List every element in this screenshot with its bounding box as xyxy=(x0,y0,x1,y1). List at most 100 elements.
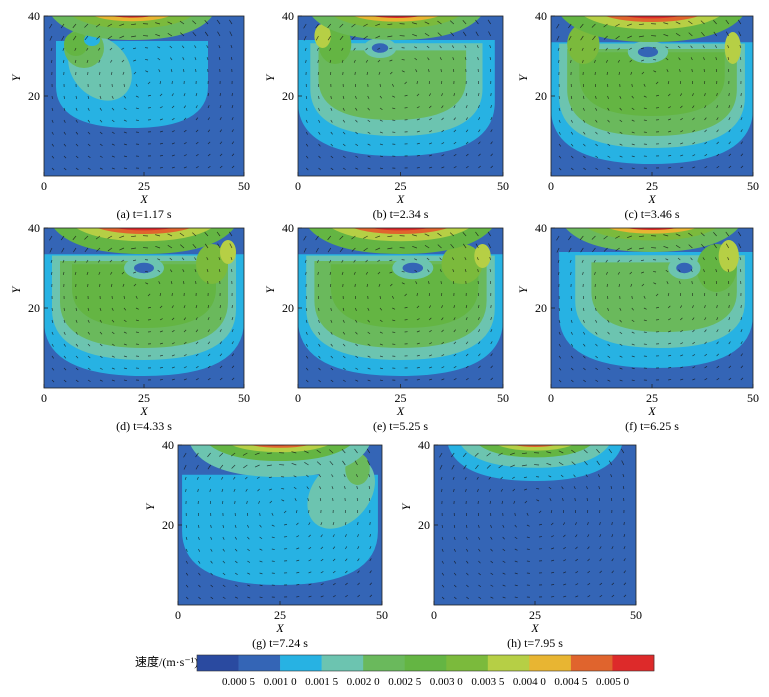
y-tick-label: 20 xyxy=(418,518,430,532)
x-tick-label: 0 xyxy=(175,608,181,622)
x-axis-label: X xyxy=(396,404,405,418)
contour-region xyxy=(64,32,88,56)
x-tick-label: 50 xyxy=(238,179,250,193)
contour-region xyxy=(134,263,154,273)
y-axis-label: Y xyxy=(516,285,530,293)
contour-region xyxy=(495,425,576,447)
contour-region xyxy=(235,423,317,445)
legend-swatch xyxy=(612,655,654,671)
contour-field xyxy=(551,0,753,176)
legend-tick-label: 0.004 5 xyxy=(554,676,588,688)
y-axis-label: Y xyxy=(143,502,157,510)
x-tick-label: 0 xyxy=(295,391,301,405)
panel-caption: (e) t=5.25 s xyxy=(373,419,428,433)
y-tick-label: 20 xyxy=(162,518,174,532)
legend-tick-label: 0.003 0 xyxy=(430,676,464,688)
y-axis-label: Y xyxy=(399,502,413,510)
y-tick-label: 20 xyxy=(535,89,547,103)
y-tick-label: 20 xyxy=(28,89,40,103)
panel-caption: (h) t=7.95 s xyxy=(507,636,563,650)
x-tick-label: 50 xyxy=(497,391,509,405)
y-tick-label: 40 xyxy=(282,221,294,235)
y-tick-label: 40 xyxy=(282,9,294,23)
y-tick-label: 20 xyxy=(535,301,547,315)
panel-a: 0 25 50 20 40 X Y (a) t=1.17 s xyxy=(9,0,250,221)
contour-region xyxy=(88,0,176,18)
x-tick-label: 50 xyxy=(630,608,642,622)
x-tick-label: 25 xyxy=(646,179,658,193)
contour-field xyxy=(178,412,389,605)
legend-swatch xyxy=(405,655,447,671)
contour-field xyxy=(44,0,244,176)
panel-caption: (b) t=2.34 s xyxy=(373,207,429,221)
y-tick-label: 40 xyxy=(418,438,430,452)
legend-tick-label: 0.000 5 xyxy=(222,676,256,688)
legend-swatch xyxy=(197,655,239,671)
legend-swatch xyxy=(488,655,530,671)
x-tick-label: 25 xyxy=(138,179,150,193)
contour-field xyxy=(44,192,244,388)
y-tick-label: 20 xyxy=(28,301,40,315)
x-tick-label: 0 xyxy=(41,391,47,405)
contour-field xyxy=(298,0,503,176)
y-tick-label: 40 xyxy=(535,9,547,23)
y-tick-label: 20 xyxy=(282,89,294,103)
legend-swatch xyxy=(239,655,281,671)
y-tick-label: 20 xyxy=(282,301,294,315)
panel-caption: (a) t=1.17 s xyxy=(116,207,171,221)
x-axis-label: X xyxy=(647,404,656,418)
panel-caption: (f) t=6.25 s xyxy=(625,419,679,433)
y-tick-label: 40 xyxy=(535,221,547,235)
y-tick-label: 40 xyxy=(28,221,40,235)
contour-region xyxy=(220,240,236,264)
contour-field xyxy=(551,194,753,388)
legend-tick-label: 0.002 5 xyxy=(388,676,422,688)
legend-swatch xyxy=(363,655,405,671)
x-tick-label: 50 xyxy=(238,391,250,405)
x-tick-label: 50 xyxy=(376,608,388,622)
contour-region xyxy=(676,263,692,273)
contour-region xyxy=(403,263,424,273)
panel-caption: (c) t=3.46 s xyxy=(624,207,679,221)
legend-swatch xyxy=(571,655,613,671)
x-tick-label: 0 xyxy=(431,608,437,622)
legend-label: 速度/(m·s⁻¹) xyxy=(135,654,198,669)
x-tick-label: 0 xyxy=(548,179,554,193)
y-axis-label: Y xyxy=(263,73,277,81)
y-tick-label: 40 xyxy=(28,9,40,23)
legend-swatch xyxy=(529,655,571,671)
y-axis-label: Y xyxy=(516,73,530,81)
contour-region xyxy=(343,0,450,18)
panel-f: 0 25 50 20 40 X Y (f) t=6.25 s xyxy=(516,194,759,433)
legend-tick-label: 0.005 0 xyxy=(596,676,630,688)
y-tick-label: 40 xyxy=(162,438,174,452)
panel-b: 0 25 50 20 40 X Y (b) t=2.34 s xyxy=(263,0,509,221)
legend-swatch xyxy=(280,655,322,671)
x-axis-label: X xyxy=(396,192,405,206)
x-tick-label: 0 xyxy=(41,179,47,193)
contour-region xyxy=(474,244,490,268)
legend-tick-label: 0.001 5 xyxy=(305,676,339,688)
x-tick-label: 25 xyxy=(138,391,150,405)
contour-region xyxy=(638,47,658,57)
x-tick-label: 25 xyxy=(395,391,407,405)
x-tick-label: 25 xyxy=(395,179,407,193)
x-tick-label: 25 xyxy=(646,391,658,405)
x-tick-label: 25 xyxy=(529,608,541,622)
legend-tick-label: 0.004 0 xyxy=(513,676,547,688)
x-axis-label: X xyxy=(139,192,148,206)
x-tick-label: 50 xyxy=(497,179,509,193)
legend-tick-label: 0.001 0 xyxy=(264,676,298,688)
x-tick-label: 0 xyxy=(295,179,301,193)
x-tick-label: 0 xyxy=(548,391,554,405)
x-axis-label: X xyxy=(139,404,148,418)
x-tick-label: 50 xyxy=(747,391,759,405)
y-axis-label: Y xyxy=(9,73,23,81)
